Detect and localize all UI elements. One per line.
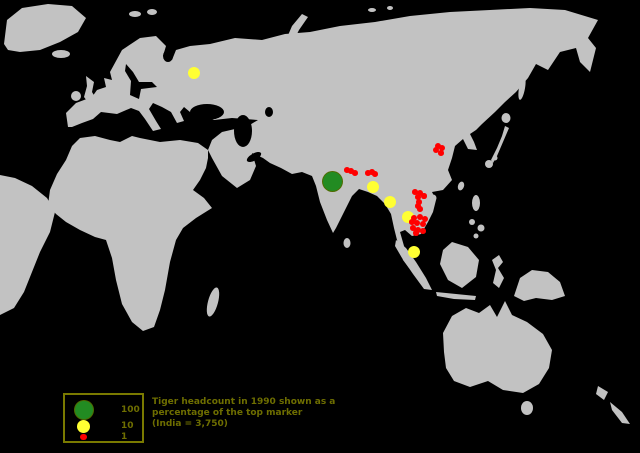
landmass-palawan xyxy=(473,233,479,239)
sea-white xyxy=(163,50,173,62)
caption-line-1: Tiger headcount in 1990 shown as a xyxy=(152,397,336,407)
landmass-java xyxy=(436,292,476,300)
landmass-new-guinea xyxy=(514,270,565,301)
landmass-new-zealand-north xyxy=(596,386,608,400)
landmass-honshu xyxy=(491,126,509,163)
landmass-kyushu xyxy=(485,160,493,168)
marker-red-laos-vietnam xyxy=(412,189,418,195)
marker-red-bhutan-assam xyxy=(365,170,371,176)
legend-caption: Tiger headcount in 1990 shown as a perce… xyxy=(152,397,352,430)
landmass-sakhalin xyxy=(518,76,526,100)
legend-dot-10 xyxy=(77,419,90,433)
marker-yellow-malaysia xyxy=(407,245,421,259)
landmass-severnaya-zemlya xyxy=(368,8,376,12)
marker-red-china xyxy=(438,150,444,156)
landmass-taiwan xyxy=(457,181,465,191)
marker-red-china xyxy=(435,143,441,149)
marker-red-cambodia-vietnam xyxy=(414,220,420,226)
landmass-australia xyxy=(443,301,552,393)
landmass-iceland xyxy=(52,50,70,58)
marker-red-cambodia-vietnam xyxy=(411,215,417,221)
landmass-hokkaido xyxy=(501,113,511,123)
legend-dot-100 xyxy=(74,401,93,419)
sea-baltic xyxy=(125,64,157,99)
marker-red-laos-vietnam xyxy=(421,193,427,199)
marker-red-china xyxy=(433,147,439,153)
marker-red-laos-vietnam xyxy=(416,199,422,205)
marker-red-cambodia-vietnam xyxy=(413,230,419,236)
landmass-new-zealand-south xyxy=(610,402,630,424)
marker-red-nepal xyxy=(344,167,350,173)
marker-red-laos-vietnam xyxy=(417,190,423,196)
sea-persian-gulf xyxy=(246,151,262,163)
landmass-hainan xyxy=(429,194,437,202)
marker-red-cambodia-vietnam xyxy=(422,216,428,222)
landmass-sumatra xyxy=(395,240,432,290)
sea-aral xyxy=(265,107,273,117)
marker-red-nepal xyxy=(352,170,358,176)
landmass-mindanao xyxy=(477,224,485,232)
caption-line-2: percentage of the top marker xyxy=(152,408,303,418)
marker-yellow-russia xyxy=(187,66,201,80)
legend-label-1: 1 xyxy=(121,432,128,442)
marker-red-laos-vietnam xyxy=(417,206,423,212)
landmass-severnaya-zemlya-2 xyxy=(387,6,393,10)
marker-red-cambodia-vietnam xyxy=(420,228,426,234)
landmass-madagascar xyxy=(206,287,220,317)
landmass-south-america xyxy=(0,175,55,315)
landmass-tasmania xyxy=(521,401,533,415)
marker-red-bhutan-assam xyxy=(369,169,375,175)
sea-caspian xyxy=(234,115,252,147)
landmass-sulawesi xyxy=(492,255,504,288)
landmass-sri-lanka xyxy=(343,238,351,248)
landmass-svalbard xyxy=(129,11,141,17)
marker-red-bhutan-assam xyxy=(372,171,378,177)
marker-red-nepal xyxy=(348,168,354,174)
marker-red-cambodia-vietnam xyxy=(417,214,423,220)
marker-yellow-bangladesh xyxy=(366,180,380,194)
landmass-shikoku xyxy=(492,155,498,161)
landmass-africa xyxy=(48,136,212,331)
marker-red-cambodia-vietnam xyxy=(420,221,426,227)
landmass-svalbard-2 xyxy=(147,9,157,15)
marker-red-cambodia-vietnam xyxy=(415,227,421,233)
legend-dot-1 xyxy=(80,433,87,441)
landmass-borneo xyxy=(440,242,479,288)
marker-red-cambodia-vietnam xyxy=(410,225,416,231)
marker-red-laos-vietnam xyxy=(415,194,421,200)
landmass-ireland xyxy=(71,91,81,101)
marker-red-china xyxy=(439,145,445,151)
caption-line-3: (India = 3,750) xyxy=(152,419,228,429)
sea-black xyxy=(190,104,224,120)
marker-green-india xyxy=(322,171,342,191)
landmass-greenland xyxy=(4,4,86,52)
legend-label-100: 100 xyxy=(121,405,140,415)
landmass-luzon xyxy=(472,195,480,211)
legend-box: 100 10 1 xyxy=(63,393,144,443)
marker-red-cambodia-vietnam xyxy=(409,219,415,225)
landmass-visayas xyxy=(469,219,475,225)
legend-label-10: 10 xyxy=(121,421,134,431)
marker-yellow-myanmar xyxy=(383,195,397,209)
marker-red-laos-vietnam xyxy=(415,203,421,209)
